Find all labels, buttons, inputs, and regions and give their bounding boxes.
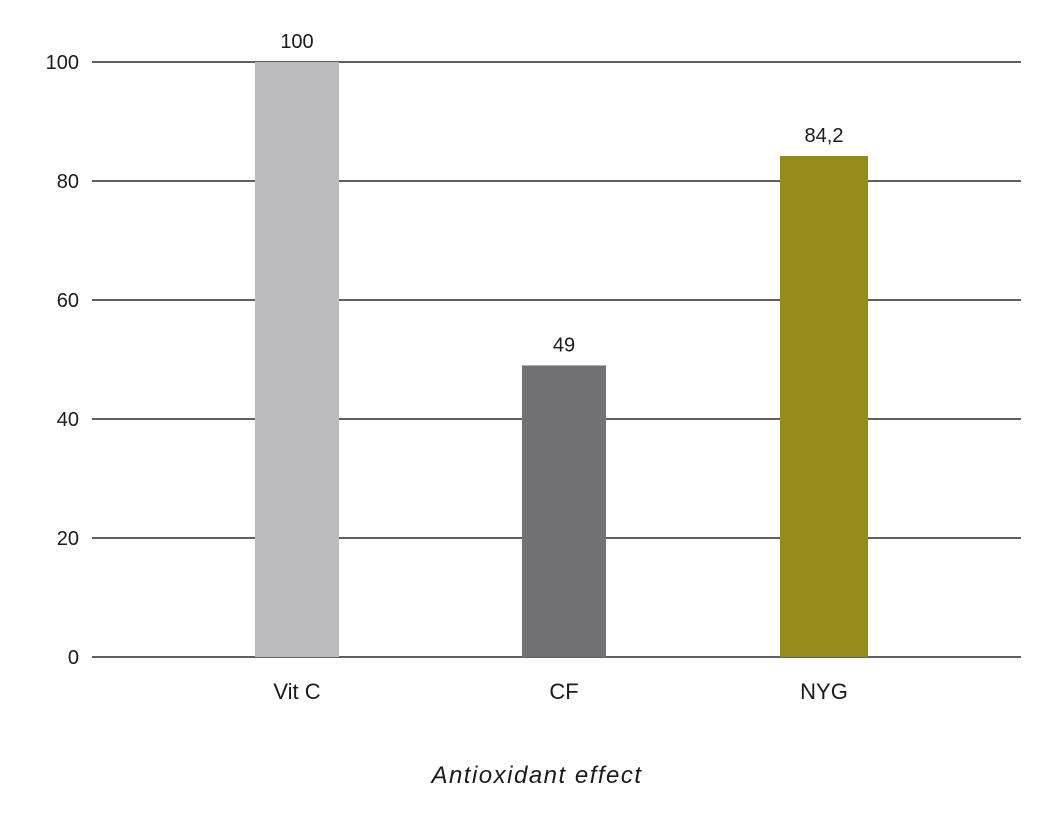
value-labels: 100 49 84,2 bbox=[280, 31, 843, 356]
category-label: NYG bbox=[800, 679, 848, 704]
bars bbox=[255, 62, 868, 657]
value-label: 49 bbox=[553, 334, 575, 356]
y-tick-label: 40 bbox=[57, 409, 79, 431]
category-labels: Vit C CF NYG bbox=[273, 679, 847, 704]
category-label: CF bbox=[549, 679, 578, 704]
value-label: 84,2 bbox=[805, 125, 844, 147]
bar-vit-c bbox=[255, 62, 339, 657]
bar-nyg bbox=[780, 156, 868, 657]
y-tick-labels: 0 20 40 60 80 100 bbox=[46, 52, 79, 669]
y-tick-label: 0 bbox=[68, 647, 79, 669]
y-tick-label: 100 bbox=[46, 52, 79, 74]
bar-cf bbox=[522, 365, 606, 657]
x-axis-title: Antioxidant effect bbox=[429, 762, 642, 789]
category-label: Vit C bbox=[273, 679, 320, 704]
y-tick-label: 80 bbox=[57, 171, 79, 193]
y-tick-label: 60 bbox=[57, 290, 79, 312]
y-tick-label: 20 bbox=[57, 528, 79, 550]
value-label: 100 bbox=[280, 31, 313, 53]
